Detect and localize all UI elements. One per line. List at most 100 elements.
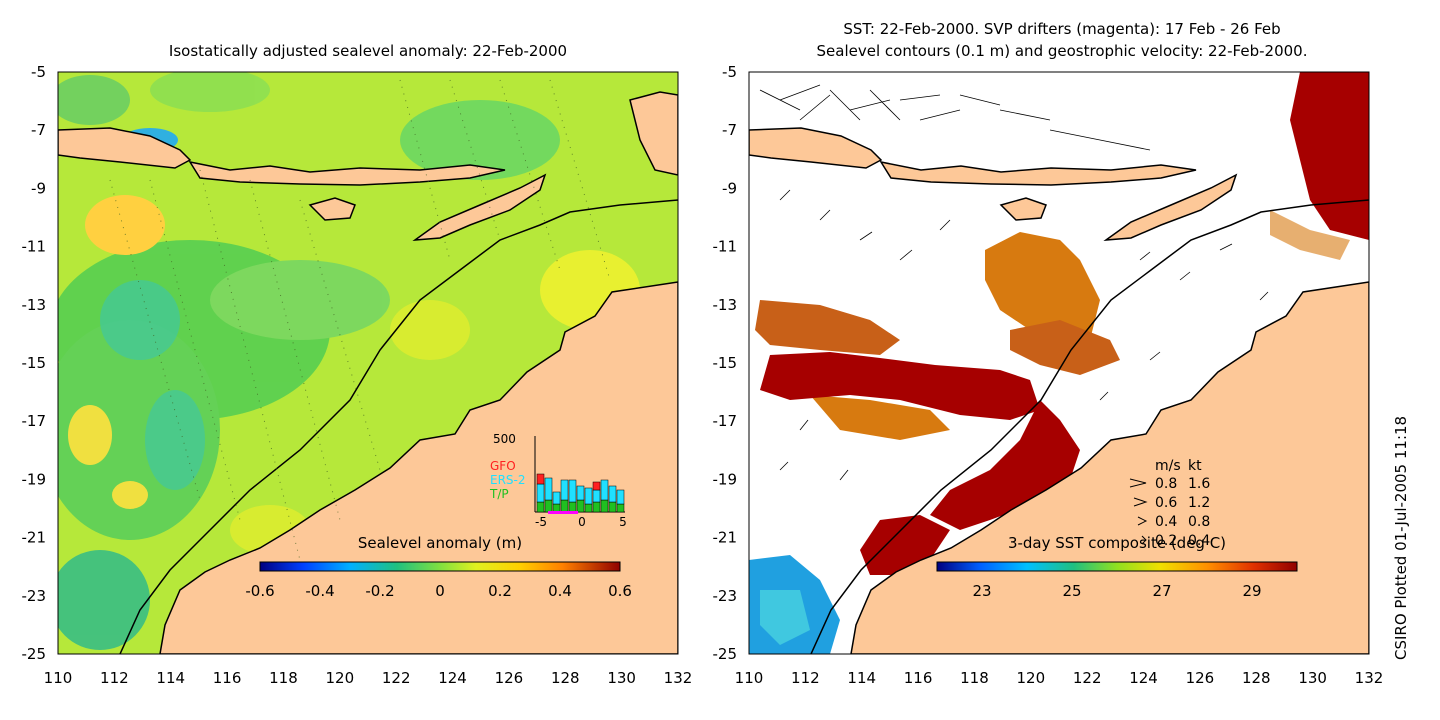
left-x-tick-label: 122 [382, 669, 411, 687]
sla-colorbar-tick-label: 0.2 [488, 582, 512, 600]
velocity-key-ms: 0.2 [1155, 533, 1177, 549]
sst-warm-regions [755, 210, 1350, 440]
left-y-tick-label: -21 [22, 529, 47, 547]
inset-bar-tp [552, 503, 561, 513]
left-x-tick-label: 116 [213, 669, 242, 687]
right-panel-title-line1: SST: 22-Feb-2000. SVP drifters (magenta)… [843, 20, 1281, 38]
left-y-tick-label: -9 [31, 179, 46, 197]
velocity-key-ms: 0.4 [1155, 514, 1177, 530]
left-y-tick-label: -15 [22, 354, 47, 372]
left-map-frame [57, 71, 679, 655]
right-x-tick-label: 126 [1186, 669, 1215, 687]
left-y-tick-label: -19 [22, 470, 47, 488]
right-x-tick-label: 112 [791, 669, 820, 687]
inset-bar-tp [592, 501, 601, 513]
inset-bar-ers2 [536, 483, 545, 503]
inset-bar-tp [536, 501, 545, 513]
left-y-tick-label: -17 [22, 412, 47, 430]
right-x-tick-label: 124 [1129, 669, 1158, 687]
left-x-tick-label: 128 [551, 669, 580, 687]
altimeter-track-dots [109, 79, 611, 561]
right-x-axis-labels: 110 112 114 116 118 120 122 124 126 128 130 132 [735, 669, 1384, 687]
sla-colorbar-tick-label: 0.6 [608, 582, 632, 600]
right-x-tick-label: 132 [1355, 669, 1384, 687]
left-sumba-island [308, 197, 356, 221]
right-y-tick-label: -25 [713, 645, 738, 663]
right-y-tick-label: -13 [713, 296, 738, 314]
sst-colorbar: 3-day SST composite (deg C) 23 25 27 29 [936, 534, 1298, 600]
velocity-key-arrow [1141, 535, 1147, 545]
sst-colorbar-ticks: 23 25 27 29 [972, 582, 1261, 600]
right-x-tick-label: 116 [904, 669, 933, 687]
sst-colorbar-tick-label: 29 [1242, 582, 1261, 600]
inset-histogram-bars [536, 473, 625, 514]
velocity-key-kt: 1.2 [1188, 495, 1210, 511]
inset-x-tick-label: 5 [619, 515, 627, 529]
sla-colorbar-tick-label: 0 [435, 582, 445, 600]
right-y-axis-labels: -5 -7 -9 -11 -13 -15 -17 -19 -21 -23 -25 [713, 63, 738, 663]
velocity-key-arrow [1137, 516, 1148, 526]
inset-legend-label: ERS-2 [490, 473, 526, 487]
right-y-tick-label: -7 [722, 121, 737, 139]
left-map-panel [58, 72, 678, 654]
inset-time-marker [548, 511, 578, 514]
right-y-tick-label: -23 [713, 587, 738, 605]
velocity-key-kt: 1.6 [1188, 476, 1210, 492]
velocity-key-header-kt: kt [1188, 458, 1202, 474]
right-x-tick-label: 122 [1073, 669, 1102, 687]
inset-bar-tp [560, 499, 569, 513]
inset-legend-label: GFO [490, 459, 516, 473]
inset-bar-ers2 [568, 479, 577, 503]
left-panel-title: Isostatically adjusted sealevel anomaly:… [168, 42, 568, 60]
right-y-tick-label: -21 [713, 529, 738, 547]
sst-cool-coastal-region [749, 555, 840, 654]
inset-bar-ers2 [584, 487, 593, 505]
inset-bar-ers2 [560, 479, 569, 501]
sst-colorbar-tick-label: 23 [972, 582, 991, 600]
velocity-key-header-ms: m/s [1155, 458, 1181, 474]
right-y-tick-label: -17 [713, 412, 738, 430]
inset-bar-ers2 [552, 491, 561, 505]
right-x-tick-label: 114 [847, 669, 876, 687]
inset-x-tick-label: -5 [535, 515, 547, 529]
left-y-tick-label: -11 [22, 238, 47, 256]
inset-bar-tp [608, 501, 617, 513]
left-x-tick-label: 110 [44, 669, 73, 687]
left-x-tick-label: 130 [607, 669, 636, 687]
velocity-key-arrow [1133, 497, 1148, 507]
left-x-tick-label: 124 [438, 669, 467, 687]
sla-colorbar-ticks: -0.6 -0.4 -0.2 0 0.2 0.4 0.6 [245, 582, 632, 600]
inset-bar-tp [584, 503, 593, 513]
left-x-tick-label: 126 [495, 669, 524, 687]
left-x-tick-label: 112 [100, 669, 129, 687]
inset-bar-gfo [536, 473, 545, 485]
inset-bar-ers2 [544, 477, 553, 501]
inset-bar-tp [616, 503, 625, 513]
left-timor-island [412, 173, 547, 241]
right-sumba-island [999, 197, 1047, 221]
right-panel-title-line2: Sealevel contours (0.1 m) and geostrophi… [816, 42, 1308, 60]
inset-bar-tp [568, 501, 577, 513]
right-x-tick-label: 130 [1298, 669, 1327, 687]
left-y-tick-label: -13 [22, 296, 47, 314]
left-y-tick-label: -23 [22, 587, 47, 605]
right-x-tick-label: 120 [1016, 669, 1045, 687]
sla-colorbar-tick-label: -0.4 [305, 582, 334, 600]
inset-bar-ers2 [616, 489, 625, 505]
left-x-tick-label: 118 [269, 669, 298, 687]
sla-colorbar-label: Sealevel anomaly (m) [358, 534, 522, 552]
left-y-axis-labels: -5 -7 -9 -11 -13 -15 -17 -19 -21 -23 -25 [22, 63, 47, 663]
right-lesser-sunda-islands [879, 160, 1197, 186]
inset-x-ticks: -5 0 5 [535, 515, 627, 529]
right-x-tick-label: 118 [960, 669, 989, 687]
left-lesser-sunda-islands [188, 160, 506, 186]
left-x-tick-label: 120 [325, 669, 354, 687]
right-australia-landmass [850, 281, 1369, 654]
inset-bar-ers2 [592, 489, 601, 503]
right-timor-island [1103, 173, 1238, 241]
inset-bar-tp [576, 499, 585, 513]
right-y-tick-label: -11 [713, 238, 738, 256]
sla-colorbar-gradient [259, 561, 621, 572]
velocity-key: m/s kt 0.8 1.6 0.6 1.2 0.4 0.8 0.2 0.4 [1129, 458, 1210, 549]
